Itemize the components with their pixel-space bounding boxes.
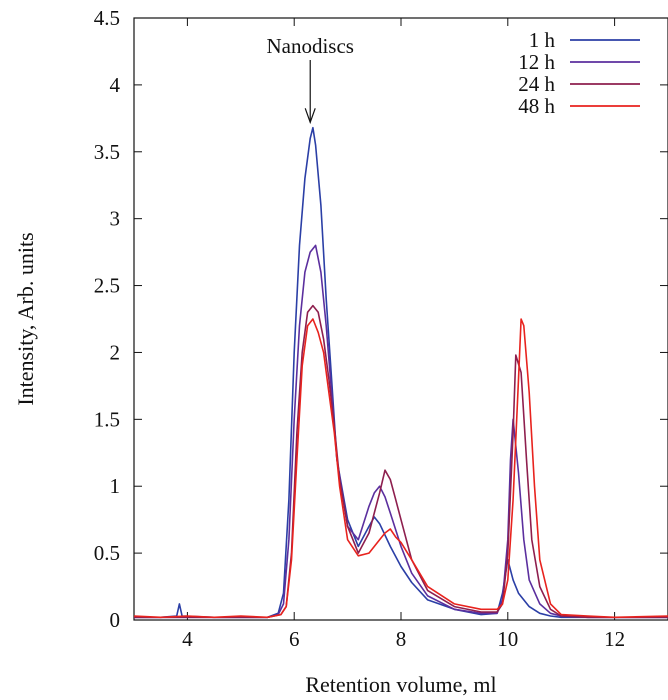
x-tick-label: 10: [497, 627, 518, 651]
tick-labels: 4 6 8 10 12 0 0.5 1 1.5 2 2.5 3 3.5 4 4.5: [94, 6, 625, 651]
y-tick-label: 0: [110, 608, 121, 632]
nanodiscs-annotation: Nanodiscs: [266, 34, 354, 125]
x-tick-label: 4: [182, 627, 193, 651]
x-axis-title: Retention volume, ml: [305, 672, 496, 697]
y-tick-label: 2.5: [94, 274, 120, 298]
y-tick-label: 0.5: [94, 541, 120, 565]
series-line-48h: [134, 318, 668, 619]
plot-frame: [133, 17, 668, 621]
legend-label: 24 h: [518, 72, 555, 96]
y-tick-label: 3.5: [94, 140, 120, 164]
legend-label: 12 h: [518, 50, 555, 74]
x-tick-label: 8: [396, 627, 407, 651]
legend-label: 48 h: [518, 94, 555, 118]
y-tick-label: 1: [110, 474, 121, 498]
annotation-label: Nanodiscs: [266, 34, 354, 58]
x-tick-label: 6: [289, 627, 300, 651]
series-line-12h: [134, 244, 668, 619]
y-tick-label: 4.5: [94, 6, 120, 30]
series-lines: [134, 126, 668, 619]
legend: 1 h12 h24 h48 h: [518, 28, 640, 118]
y-tick-label: 4: [110, 73, 121, 97]
y-tick-label: 3: [110, 207, 121, 231]
y-tick-label: 2: [110, 340, 121, 364]
legend-label: 1 h: [529, 28, 556, 52]
x-tick-label: 12: [604, 627, 625, 651]
y-tick-label: 1.5: [94, 407, 120, 431]
series-line-24h: [134, 304, 668, 619]
annotation-arrowhead: [304, 108, 316, 125]
y-axis-title: Intensity, Arb. units: [13, 232, 38, 405]
axis-ticks: [134, 17, 668, 621]
